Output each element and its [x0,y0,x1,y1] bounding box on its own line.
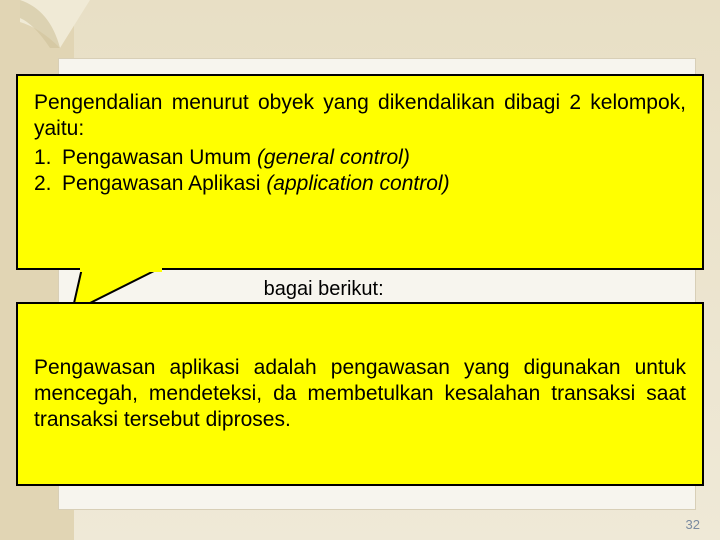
callout-top: Pengendalian menurut obyek yang dikendal… [16,74,704,270]
slide: bagai berikut: Pengendalian menurut obye… [0,0,720,540]
callout-bottom: Pengawasan aplikasi adalah pengawasan ya… [16,302,704,486]
list-item: 1. Pengawasan Umum (general control) [34,145,686,171]
corner-ribbon-icon [20,0,90,48]
callout-top-intro: Pengendalian menurut obyek yang dikendal… [34,90,686,143]
obscured-text-fragment: bagai berikut: [108,278,578,301]
list-item-text: Pengawasan Umum (general control) [62,145,410,171]
list-item: 2. Pengawasan Aplikasi (application cont… [34,171,686,197]
mid-fragment-text: bagai berikut: [264,278,384,300]
page-number: 32 [686,517,700,532]
callout-bottom-text: Pengawasan aplikasi adalah pengawasan ya… [34,355,686,434]
callout-top-list: 1. Pengawasan Umum (general control) 2. … [34,145,686,198]
list-item-text: Pengawasan Aplikasi (application control… [62,171,450,197]
list-item-number: 2. [34,171,62,197]
list-item-number: 1. [34,145,62,171]
